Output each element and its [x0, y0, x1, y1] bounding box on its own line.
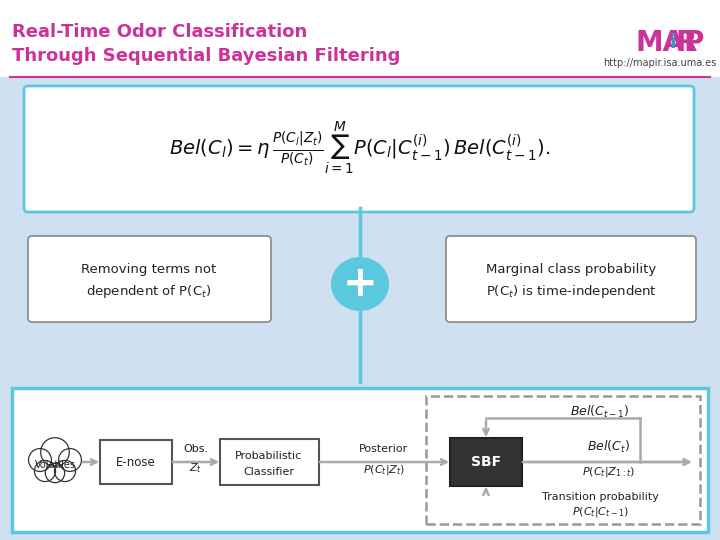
Circle shape: [45, 463, 65, 483]
FancyBboxPatch shape: [0, 0, 720, 77]
Circle shape: [41, 438, 69, 467]
Text: dependent of P(C$_t$): dependent of P(C$_t$): [86, 282, 212, 300]
Text: Real-Time Odor Classification: Real-Time Odor Classification: [12, 23, 307, 41]
Text: i: i: [669, 33, 675, 52]
Text: Probabilistic: Probabilistic: [235, 451, 302, 461]
Text: Marginal class probability: Marginal class probability: [486, 264, 656, 276]
Text: Removing terms not: Removing terms not: [81, 264, 217, 276]
FancyBboxPatch shape: [12, 388, 708, 532]
Text: $Bel(C_l) = \eta\,\frac{P(C_l|Z_t)}{P(C_t)}\sum_{i=1}^{M} P(C_l|C_{t-1}^{(i)})\,: $Bel(C_l) = \eta\,\frac{P(C_l|Z_t)}{P(C_…: [169, 119, 551, 177]
FancyBboxPatch shape: [446, 236, 696, 322]
FancyBboxPatch shape: [220, 439, 319, 485]
Circle shape: [58, 449, 81, 471]
Text: +: +: [343, 263, 377, 305]
Text: Through Sequential Bayesian Filtering: Through Sequential Bayesian Filtering: [12, 47, 400, 65]
Text: SBF: SBF: [471, 455, 501, 469]
FancyBboxPatch shape: [28, 236, 271, 322]
Text: Obs.: Obs.: [184, 444, 209, 454]
Text: $Bel(C_{t-1})$: $Bel(C_{t-1})$: [570, 404, 629, 420]
FancyBboxPatch shape: [24, 86, 694, 212]
Text: $Bel(C_t)$: $Bel(C_t)$: [587, 439, 629, 455]
Text: P(C$_t$) is time-independent: P(C$_t$) is time-independent: [485, 282, 657, 300]
Text: R: R: [676, 29, 698, 57]
Text: http://mapir.isa.uma.es: http://mapir.isa.uma.es: [603, 58, 716, 68]
Text: Posterior: Posterior: [359, 444, 409, 454]
Text: MAP: MAP: [635, 29, 704, 57]
Text: $P(C_t|C_{t-1})$: $P(C_t|C_{t-1})$: [572, 505, 629, 519]
Circle shape: [29, 449, 51, 471]
Text: Volatiles: Volatiles: [35, 460, 76, 470]
Text: $P(C_t|Z_{1:t})$: $P(C_t|Z_{1:t})$: [582, 465, 634, 479]
Text: E-nose: E-nose: [116, 456, 156, 469]
Circle shape: [35, 461, 55, 482]
FancyBboxPatch shape: [100, 440, 172, 484]
Text: $Z_t$: $Z_t$: [189, 461, 202, 475]
FancyBboxPatch shape: [450, 438, 522, 486]
Text: Classifier: Classifier: [243, 467, 294, 477]
Text: $P(C_t|Z_t)$: $P(C_t|Z_t)$: [363, 463, 405, 477]
Circle shape: [55, 461, 76, 482]
Ellipse shape: [331, 257, 389, 311]
FancyBboxPatch shape: [0, 77, 720, 540]
Text: Transition probability: Transition probability: [541, 492, 658, 502]
